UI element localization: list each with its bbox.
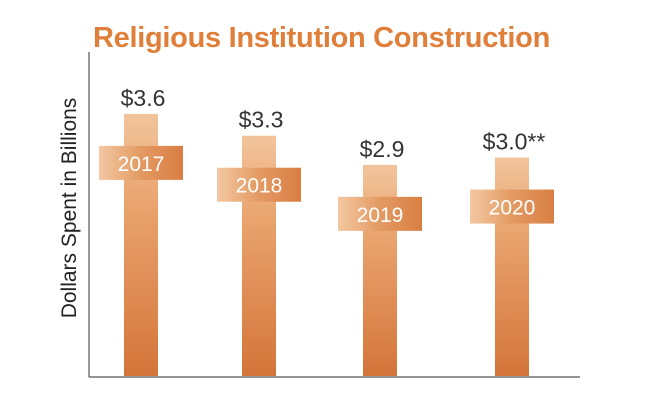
chart-title: Religious Institution Construction	[93, 22, 550, 54]
bar-arm-2019	[338, 196, 422, 231]
bar-arm-2018	[217, 167, 301, 202]
category-label-2019: 2019	[357, 204, 404, 227]
y-axis-label: Dollars Spent in Billions	[58, 98, 81, 319]
category-label-2017: 2017	[118, 153, 165, 176]
bars-group: 2017 $3.6 2018 $3.3 2019 $2.9 2020 $3.0**	[99, 85, 554, 377]
cross-bar-2020: 2020 $3.0**	[470, 129, 554, 376]
bar-arm-2017	[99, 145, 183, 180]
value-label-2018: $3.3	[239, 107, 284, 133]
cross-bar-2018: 2018 $3.3	[217, 107, 301, 376]
value-label-2019: $2.9	[360, 136, 405, 162]
value-label-2020: $3.0**	[483, 129, 546, 155]
category-label-2020: 2020	[489, 197, 536, 220]
category-label-2018: 2018	[236, 175, 283, 198]
cross-bar-2019: 2019 $2.9	[338, 136, 422, 376]
bar-arm-2020	[470, 189, 554, 224]
bar-2019	[363, 164, 397, 376]
value-label-2017: $3.6	[121, 85, 166, 111]
cross-bar-2017: 2017 $3.6	[99, 85, 183, 377]
